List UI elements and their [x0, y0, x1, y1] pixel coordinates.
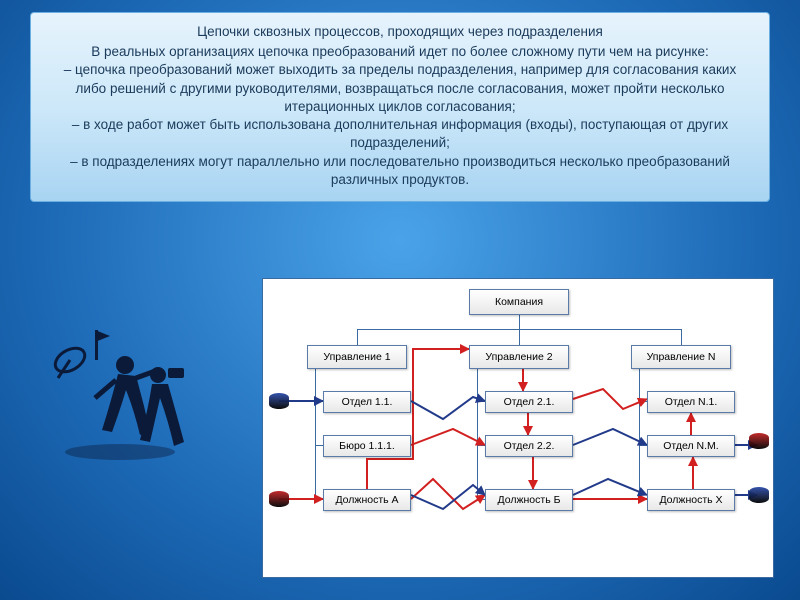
io-left_blue — [269, 393, 289, 409]
panel-bullet2: – в ходе работ может быть использована д… — [49, 116, 751, 152]
orgbox-mgmtN: Управление N — [631, 345, 731, 369]
flow-red-segment — [411, 429, 485, 445]
orgbox-company: Компания — [469, 289, 569, 315]
orgbox-mgmt1: Управление 1 — [307, 345, 407, 369]
slide-root: Цепочки сквозных процессов, проходящих ч… — [0, 0, 800, 600]
panel-bullet3: – в подразделениях могут параллельно или… — [49, 153, 751, 189]
tree-line — [477, 369, 478, 501]
orgbox-posA: Должность А — [323, 489, 411, 511]
flow-blue-segment — [411, 485, 485, 509]
tree-line — [681, 329, 682, 345]
orgbox-deptNM: Отдел N.M. — [647, 435, 735, 457]
flow-blue-segment — [573, 429, 647, 445]
tree-line — [477, 499, 485, 500]
io-right_blue — [749, 487, 769, 503]
flow-red-segment — [367, 349, 469, 489]
text-panel: Цепочки сквозных процессов, проходящих ч… — [30, 12, 770, 202]
orgbox-posB: Должность Б — [485, 489, 573, 511]
diagram-panel: Компания Управление 1 Управление 2 Управлен… — [262, 278, 774, 578]
orgbox-deptN1: Отдел N.1. — [647, 391, 735, 413]
orgbox-buro111: Бюро 1.1.1. — [323, 435, 411, 457]
flow-overlay — [263, 279, 773, 577]
tree-line — [639, 369, 640, 501]
tree-line — [315, 369, 316, 501]
io-left_red — [269, 491, 289, 507]
flow-red-segment — [573, 389, 647, 409]
tree-line — [639, 445, 647, 446]
clipart-businessmen — [40, 320, 200, 470]
tree-line — [519, 329, 520, 345]
panel-bullet1: – цепочка преобразований может выходить … — [49, 61, 751, 116]
tree-line — [315, 499, 323, 500]
flow-red-segment — [411, 479, 485, 509]
io-right_red — [749, 433, 769, 449]
orgbox-dept21: Отдел 2.1. — [485, 391, 573, 413]
tree-line — [519, 315, 520, 329]
tree-line — [315, 401, 323, 402]
tree-line — [477, 445, 485, 446]
orgbox-dept22: Отдел 2.2. — [485, 435, 573, 457]
flow-blue-segment — [573, 479, 647, 495]
flow-blue-segment — [411, 397, 485, 419]
tree-line — [315, 445, 323, 446]
tree-line — [639, 401, 647, 402]
orgbox-posX: Должность Х — [647, 489, 735, 511]
tree-line — [639, 499, 647, 500]
tree-line — [357, 329, 358, 345]
tree-line — [477, 401, 485, 402]
orgbox-dept11: Отдел 1.1. — [323, 391, 411, 413]
panel-title: Цепочки сквозных процессов, проходящих ч… — [49, 23, 751, 41]
orgbox-mgmt2: Управление 2 — [469, 345, 569, 369]
panel-line2: В реальных организациях цепочка преобраз… — [49, 43, 751, 61]
